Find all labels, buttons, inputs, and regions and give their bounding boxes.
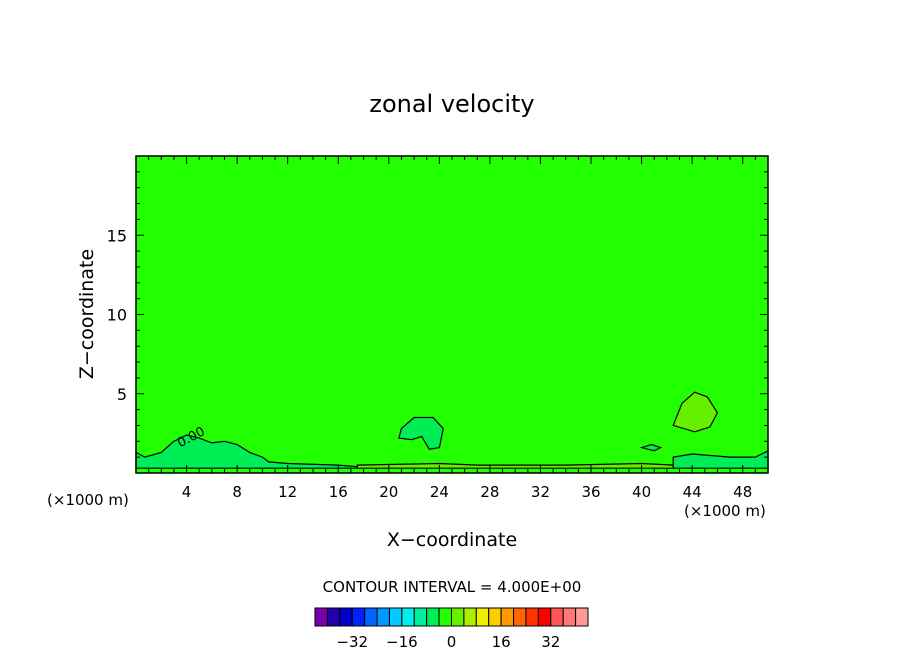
color-bar-swatch	[550, 607, 564, 627]
color-bar: −32 −16 0 16 32	[314, 607, 589, 651]
color-bar-swatch	[314, 607, 328, 627]
contour-region-small-negative-spot	[639, 443, 663, 452]
color-bar-swatch	[413, 607, 428, 627]
x-tick-label: 20	[379, 483, 398, 501]
color-bar-swatch	[500, 607, 515, 627]
contour-region-right-positive-blob	[672, 391, 719, 433]
x-tick-label: 40	[632, 483, 651, 501]
color-bar-tick-label: −32	[336, 633, 368, 651]
x-tick-label: 48	[733, 483, 752, 501]
plot-area: 0.00	[135, 155, 769, 474]
color-bar-swatch	[451, 607, 465, 627]
color-bar-swatch	[475, 607, 490, 627]
x-tick-label: 44	[683, 483, 702, 501]
x-tick-label: 32	[531, 483, 550, 501]
color-bar-swatch	[575, 607, 589, 627]
contour-interval-text: CONTOUR INTERVAL = 4.000E+00	[323, 578, 582, 596]
field-background	[136, 156, 768, 473]
color-bar-swatch	[388, 607, 403, 627]
color-bar-swatch	[562, 607, 577, 627]
color-bar-swatch	[525, 607, 539, 627]
y-axis: 5 10 15	[107, 171, 768, 458]
x-tick-label: 16	[329, 483, 348, 501]
color-bar-tick-label: 16	[492, 633, 511, 651]
x-unit-left: (×1000 m)	[47, 491, 129, 509]
x-tick-label: 24	[430, 483, 449, 501]
x-tick-label: 28	[480, 483, 499, 501]
x-tick-label: 12	[278, 483, 297, 501]
color-bar-swatch	[537, 607, 552, 627]
color-bar-swatch	[488, 607, 502, 627]
color-bar-swatch	[426, 607, 440, 627]
contour-region-bottom-positive-band	[356, 462, 674, 469]
contour-region-mid-negative-blob	[398, 416, 444, 450]
color-bar-tick-label: −16	[386, 633, 418, 651]
chart-title: zonal velocity	[369, 90, 534, 118]
color-bar-swatch	[326, 607, 341, 627]
color-bar-swatch	[364, 607, 378, 627]
color-bar-swatch	[339, 607, 353, 627]
color-bar-swatch	[463, 607, 477, 627]
color-bar-swatch	[438, 607, 453, 627]
color-bar-swatch	[351, 607, 366, 627]
x-axis-label: X−coordinate	[387, 529, 517, 551]
x-tick-label: 8	[232, 483, 242, 501]
x-tick-label: 4	[182, 483, 192, 501]
color-bar-swatch	[513, 607, 527, 627]
color-bar-tick-label: 0	[447, 633, 457, 651]
y-tick-label: 5	[117, 385, 127, 404]
color-bar-swatch	[401, 607, 415, 627]
x-unit-right: (×1000 m)	[684, 502, 766, 520]
y-tick-label: 10	[107, 306, 127, 325]
x-axis: 4 8 12 16 20 24 28 32 36 40 44 48	[148, 156, 756, 501]
color-bar-swatch	[376, 607, 390, 627]
y-axis-label: Z−coordinate	[76, 249, 98, 379]
contour-region-lower-left-negative	[135, 434, 358, 469]
color-bar-tick-label: 32	[541, 633, 560, 651]
y-tick-label: 15	[107, 226, 127, 245]
x-tick-label: 36	[581, 483, 600, 501]
